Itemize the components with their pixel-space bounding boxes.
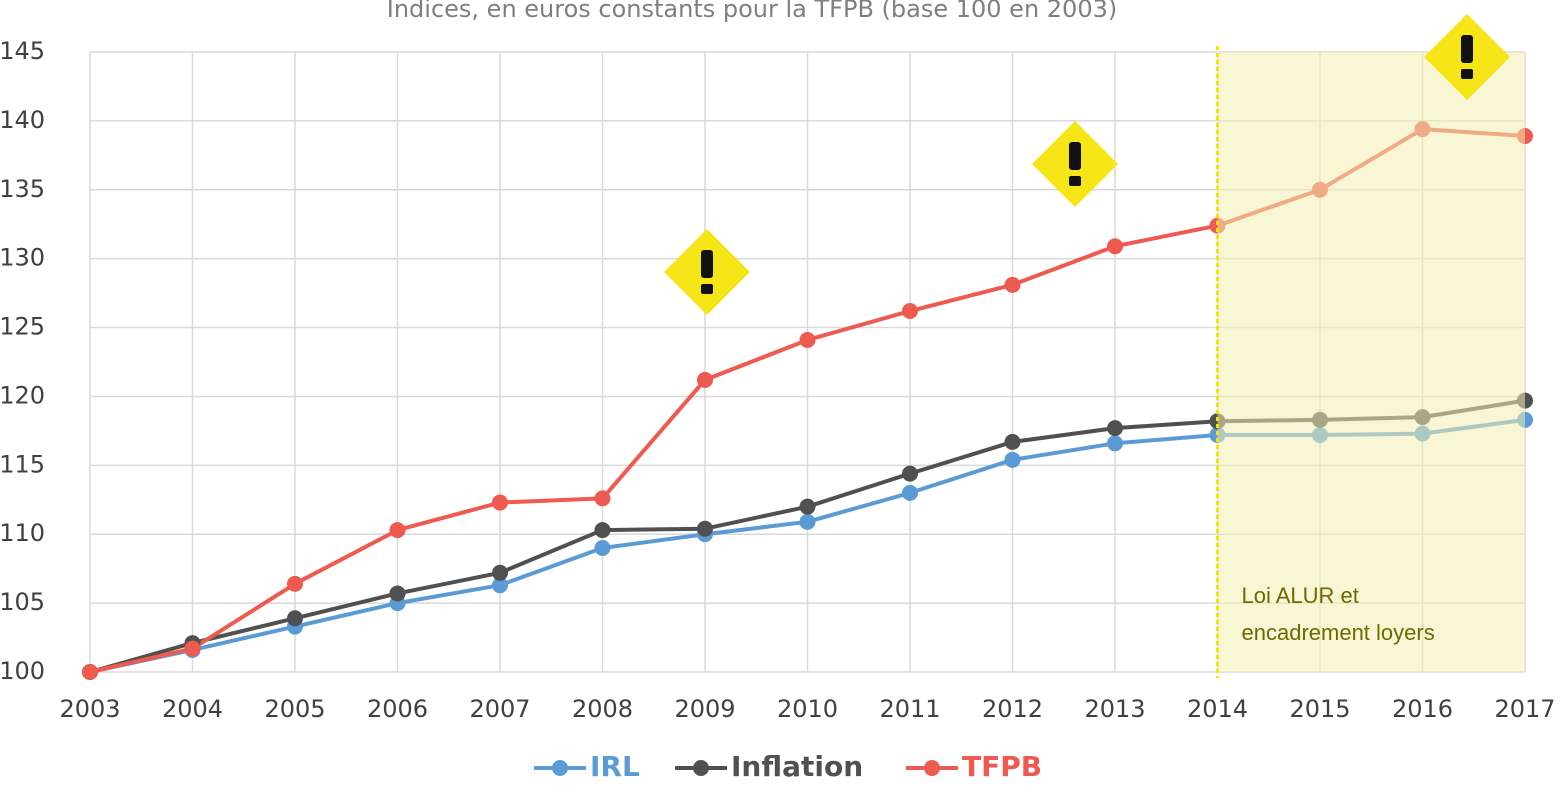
data-point: [902, 465, 918, 482]
data-point: [492, 577, 508, 594]
data-point: [902, 303, 918, 320]
y-tick-label: 120: [0, 381, 45, 409]
x-tick-label: 2007: [469, 695, 530, 723]
y-tick-label: 110: [0, 519, 45, 547]
data-point: [1107, 238, 1123, 255]
legend-marker: [693, 760, 709, 776]
data-point: [287, 610, 303, 627]
data-point: [1107, 420, 1123, 437]
data-point: [1004, 451, 1021, 468]
highlight-label: encadrement loyers: [1242, 620, 1435, 645]
x-tick-label: 2017: [1494, 695, 1555, 723]
data-point: [389, 522, 406, 539]
data-point: [594, 490, 611, 507]
data-point: [799, 498, 816, 515]
data-point: [594, 540, 611, 556]
y-tick-label: 140: [0, 106, 45, 134]
legend-item: Inflation: [675, 750, 863, 783]
data-point: [594, 522, 611, 539]
x-tick-label: 2010: [777, 695, 838, 723]
highlight-label: Loi ALUR et: [1242, 583, 1359, 608]
x-tick-label: 2005: [264, 695, 325, 723]
y-tick-label: 105: [0, 588, 45, 616]
legend-marker: [924, 760, 940, 776]
data-point: [799, 513, 816, 530]
data-point: [184, 640, 201, 657]
x-tick-label: 2016: [1392, 695, 1453, 723]
legend-label: Inflation: [731, 750, 863, 783]
legend-label: IRL: [590, 750, 640, 783]
warning-icons: [664, 14, 1510, 315]
y-tick-label: 135: [0, 175, 45, 203]
x-tick-label: 2013: [1084, 695, 1145, 723]
data-point: [697, 520, 713, 537]
data-point: [492, 494, 508, 511]
warning-icon: [664, 229, 750, 315]
data-point: [287, 575, 303, 592]
x-tick-label: 2012: [982, 695, 1043, 723]
y-tick-label: 130: [0, 244, 45, 272]
highlight-region: [1217, 52, 1525, 672]
data-point: [902, 484, 918, 501]
data-point: [799, 331, 816, 348]
plot-area: 100 105 110 115 120 125 130 135 140 145 2003 2004 20…: [0, 37, 1556, 723]
x-tick-label: 2008: [572, 695, 633, 723]
x-tick-label: 2004: [162, 695, 223, 723]
x-tick-label: 2011: [879, 695, 940, 723]
x-tick-label: 2003: [59, 695, 120, 723]
legend-item: TFPB: [906, 750, 1042, 783]
warning-icon: [1032, 121, 1118, 207]
x-tick-label: 2009: [674, 695, 735, 723]
y-tick-label: 145: [0, 37, 45, 65]
y-tick-label: 125: [0, 313, 45, 341]
data-point: [389, 585, 406, 602]
legend-label: TFPB: [962, 750, 1042, 783]
x-tick-label: 2015: [1289, 695, 1350, 723]
data-point: [697, 371, 713, 388]
data-point: [1004, 433, 1021, 450]
chart-title: Indices, en euros constants pour la TFPB…: [387, 0, 1117, 23]
data-point: [492, 564, 508, 581]
y-tick-label: 100: [0, 657, 45, 685]
data-point: [82, 664, 98, 680]
x-tick-label: 2014: [1187, 695, 1248, 723]
x-tick-label: 2006: [367, 695, 428, 723]
data-point: [1107, 435, 1123, 452]
legend-marker: [552, 760, 568, 776]
legend-item: IRL: [534, 750, 640, 783]
warning-icon: [1424, 14, 1510, 100]
data-point: [1004, 276, 1021, 293]
y-tick-label: 115: [0, 450, 45, 478]
